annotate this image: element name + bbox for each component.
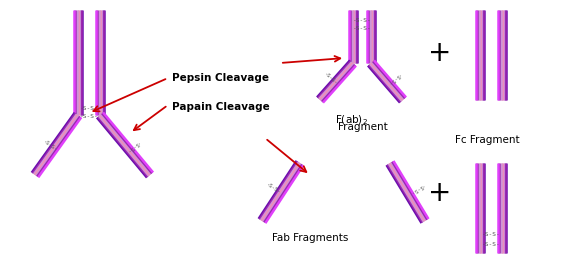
Text: +: +: [428, 39, 452, 67]
Text: -S-S-: -S-S-: [125, 139, 141, 153]
Text: -S-S-: -S-S-: [353, 18, 372, 23]
Text: -S-S-: -S-S-: [408, 182, 424, 194]
Text: -S-S-: -S-S-: [42, 139, 57, 153]
Text: -S-S-: -S-S-: [80, 114, 98, 119]
Text: -S-S-: -S-S-: [386, 71, 402, 86]
Text: Fab Fragments: Fab Fragments: [272, 233, 348, 243]
Text: -S-S-: -S-S-: [265, 181, 281, 195]
Text: -S-S-: -S-S-: [80, 105, 98, 110]
Text: -S-S-: -S-S-: [481, 241, 500, 246]
Text: -S-S-: -S-S-: [353, 26, 372, 31]
Text: Fc Fragment: Fc Fragment: [455, 135, 519, 145]
Text: Fragment: Fragment: [338, 122, 387, 132]
Text: +: +: [428, 179, 452, 207]
Text: Pepsin Cleavage: Pepsin Cleavage: [172, 73, 269, 83]
Text: F(ab)$_2$: F(ab)$_2$: [335, 113, 368, 127]
Text: -S-S-: -S-S-: [323, 71, 338, 86]
Text: -S-S-: -S-S-: [481, 232, 500, 237]
Text: Papain Cleavage: Papain Cleavage: [172, 102, 270, 112]
